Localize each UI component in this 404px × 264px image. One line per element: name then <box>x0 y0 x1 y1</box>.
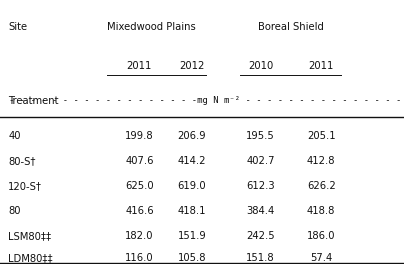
Text: 242.5: 242.5 <box>246 231 275 241</box>
Text: Mixedwood Plains: Mixedwood Plains <box>107 22 196 32</box>
Text: 151.8: 151.8 <box>246 253 275 263</box>
Text: 199.8: 199.8 <box>125 131 154 141</box>
Text: 182.0: 182.0 <box>125 231 154 241</box>
Text: 80-S†: 80-S† <box>8 156 36 166</box>
Text: 626.2: 626.2 <box>307 181 336 191</box>
Text: 40: 40 <box>8 131 21 141</box>
Text: 105.8: 105.8 <box>178 253 206 263</box>
Text: Site: Site <box>8 22 27 32</box>
Text: Boreal Shield: Boreal Shield <box>258 22 324 32</box>
Text: 195.5: 195.5 <box>246 131 275 141</box>
Text: 151.9: 151.9 <box>177 231 206 241</box>
Text: 402.7: 402.7 <box>246 156 275 166</box>
Text: 384.4: 384.4 <box>246 206 275 216</box>
Text: 2012: 2012 <box>179 61 204 71</box>
Text: 206.9: 206.9 <box>178 131 206 141</box>
Text: 2010: 2010 <box>248 61 273 71</box>
Text: 80: 80 <box>8 206 21 216</box>
Text: 186.0: 186.0 <box>307 231 335 241</box>
Text: 205.1: 205.1 <box>307 131 335 141</box>
Text: 116.0: 116.0 <box>125 253 154 263</box>
Text: 416.6: 416.6 <box>125 206 154 216</box>
Text: 414.2: 414.2 <box>178 156 206 166</box>
Text: 625.0: 625.0 <box>125 181 154 191</box>
Text: 412.8: 412.8 <box>307 156 335 166</box>
Text: 407.6: 407.6 <box>125 156 154 166</box>
Text: 2011: 2011 <box>309 61 334 71</box>
Text: 57.4: 57.4 <box>310 253 332 263</box>
Text: - - - - - - - - - - - - - - - - - -mg N m⁻² - - - - - - - - - - - - - - - - -: - - - - - - - - - - - - - - - - - -mg N … <box>9 96 404 105</box>
Text: 612.3: 612.3 <box>246 181 275 191</box>
Text: 418.8: 418.8 <box>307 206 335 216</box>
Text: LDM80‡‡: LDM80‡‡ <box>8 253 53 263</box>
Text: LSM80‡‡: LSM80‡‡ <box>8 231 51 241</box>
Text: 619.0: 619.0 <box>178 181 206 191</box>
Text: Treatment: Treatment <box>8 96 59 106</box>
Text: 418.1: 418.1 <box>178 206 206 216</box>
Text: 2011: 2011 <box>127 61 152 71</box>
Text: 120-S†: 120-S† <box>8 181 42 191</box>
